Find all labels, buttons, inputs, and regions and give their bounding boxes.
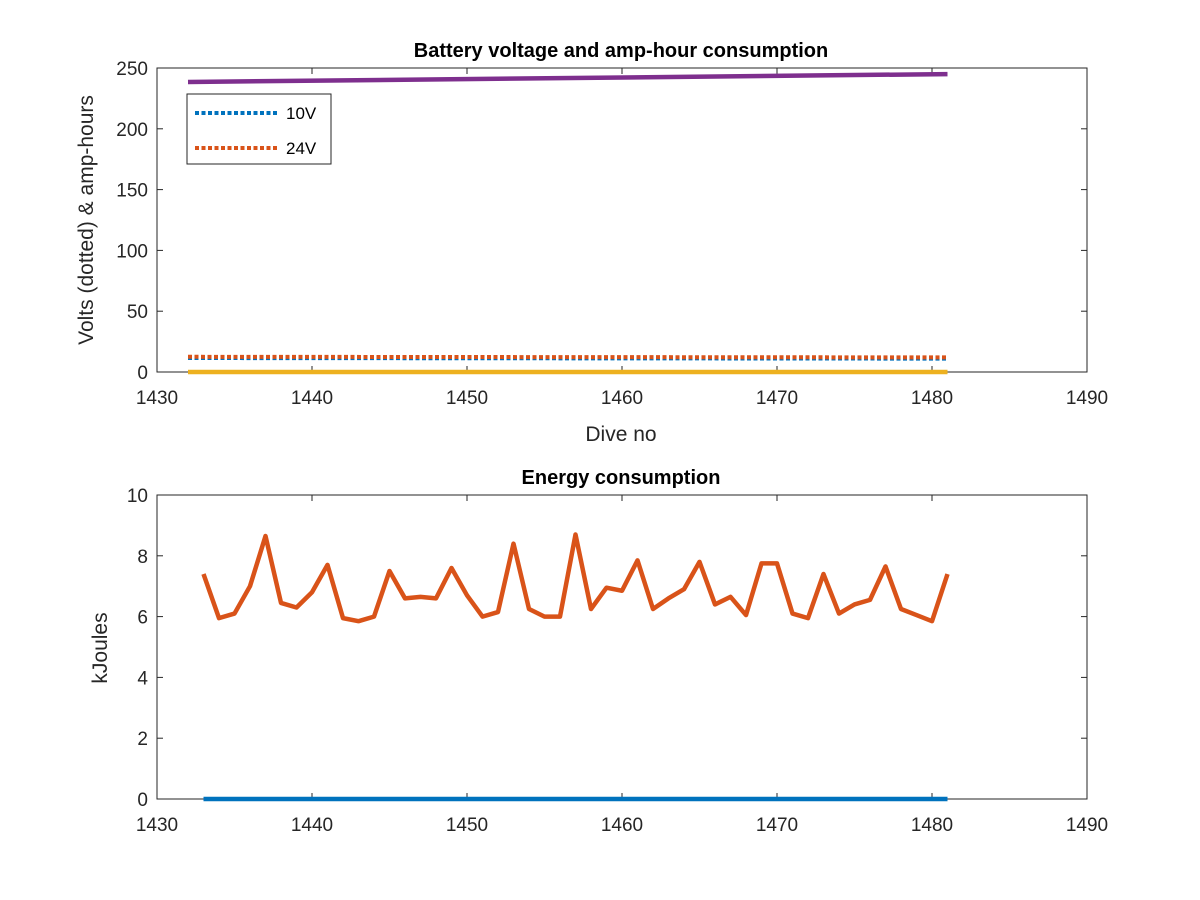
legend-label-24v: 24V [286,139,317,158]
legend-box [186,93,332,165]
y-tick-label: 250 [116,59,148,80]
x-tick-label: 1470 [756,815,798,836]
x-tick-label: 1440 [291,388,333,409]
y-tick-label: 0 [137,363,148,384]
voltage-y-axis-label: Volts (dotted) & amp-hours [75,95,98,345]
voltage-x-axis-label: Dive no [585,423,656,446]
series-line-24v [187,354,948,360]
x-tick-label: 1450 [446,815,488,836]
legend-label-10v: 10V [286,104,317,123]
x-tick-label: 1460 [601,388,643,409]
y-tick-label: 6 [137,608,148,629]
voltage-chart-title: Battery voltage and amp-hour consumption [414,40,828,62]
y-tick-label: 50 [127,302,148,323]
y-tick-label: 150 [116,181,148,202]
x-tick-label: 1490 [1066,815,1108,836]
series-line-3 [187,71,948,85]
x-tick-label: 1480 [911,815,953,836]
y-tick-label: 100 [116,241,148,262]
y-tick-label: 0 [137,790,148,811]
y-tick-label: 8 [137,547,148,568]
y-tick-label: 10 [127,486,148,507]
y-tick-label: 2 [137,729,148,750]
energy-y-axis-label: kJoules [89,612,112,683]
x-tick-label: 1430 [136,815,178,836]
x-tick-label: 1440 [291,815,333,836]
x-tick-label: 1460 [601,815,643,836]
x-tick-label: 1430 [136,388,178,409]
y-tick-label: 200 [116,120,148,141]
x-tick-label: 1470 [756,388,798,409]
energy-chart-title: Energy consumption [522,467,721,489]
energy-subplot: Energy consumption kJoules 1430 1440 1450 1… [89,467,1108,836]
voltage-subplot: Battery voltage and amp-hour consumption… [75,40,1108,446]
energy-plot-area: 1430 1440 1450 1460 1470 1480 1490 0 2 4 6 8 10 [127,486,1108,836]
x-tick-label: 1480 [911,388,953,409]
x-tick-label: 1450 [446,388,488,409]
x-tick-label: 1490 [1066,388,1108,409]
voltage-legend: 10V 24V [186,93,332,165]
voltage-plot-area: 1430 1440 1450 1460 1470 1480 1490 0 50 100 150 200… [116,59,1108,409]
series-line-1 [201,532,950,624]
y-tick-label: 4 [137,668,148,689]
